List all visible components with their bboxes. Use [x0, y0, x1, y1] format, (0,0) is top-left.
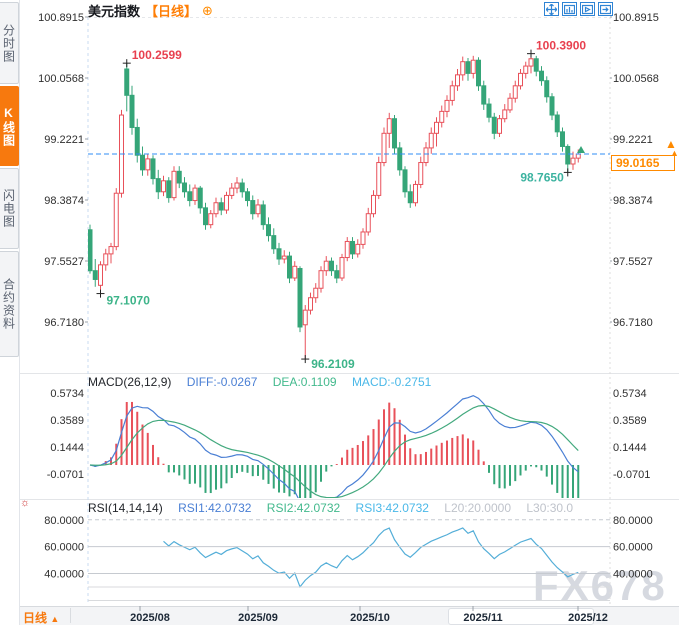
y-axis-label: 0.1444 — [613, 442, 647, 454]
period-label: 日线 — [23, 611, 48, 625]
y-axis-label: 98.3874 — [44, 195, 84, 207]
y-axis-label: 0.3589 — [613, 415, 647, 427]
sidebar: 分时图 K线图 闪电图 合约资料 — [0, 0, 20, 625]
sidebar-tab-contract-info[interactable]: 合约资料 — [0, 251, 19, 357]
macd-diff-value: DIFF:-0.0267 — [186, 375, 258, 389]
y-axis-label: 0.3589 — [50, 415, 84, 427]
macd-name: MACD(26,12,9) — [88, 375, 172, 389]
y-axis-label: 96.7180 — [613, 317, 653, 329]
rsi1-value: RSI1:42.0732 — [178, 501, 252, 515]
y-axis-label: 99.2221 — [613, 134, 653, 146]
sidebar-tab-candle-chart[interactable]: K线图 — [0, 86, 19, 166]
rsi3-value: RSI3:42.0732 — [355, 501, 429, 515]
y-axis-label: -0.0701 — [613, 469, 650, 481]
rsi-l20-value: L20:20.0000 — [444, 501, 511, 515]
footer-divider — [70, 608, 71, 623]
chart-header: 美元指数 【日线】 ⊕ — [88, 1, 213, 20]
rsi2-value: RSI2:42.0732 — [266, 501, 341, 515]
macd-header: MACD(26,12,9) DIFF:-0.0267 DEA:0.1109 MA… — [88, 375, 431, 389]
y-axis-label: 0.5734 — [50, 388, 84, 400]
y-axis-label: 97.5527 — [613, 256, 653, 268]
macd-panel-canvas[interactable] — [88, 389, 610, 498]
rsi-panel-canvas[interactable] — [88, 517, 610, 604]
sidebar-tab-label: 闪电图 — [1, 189, 16, 228]
y-axis-label: 60.0000 — [44, 542, 84, 554]
indicator-settings-icon[interactable]: ☼ — [20, 497, 31, 509]
rsi-l30-value: L30:30.0 — [526, 501, 574, 515]
chart-toolbar — [544, 2, 613, 16]
y-axis-label: -0.0701 — [47, 469, 84, 481]
indicator-window-icon[interactable] — [562, 2, 577, 16]
y-axis-label: 0.5734 — [613, 388, 647, 400]
price-marker-icon: ▲ — [670, 148, 679, 158]
sidebar-tab-label: 分时图 — [1, 23, 16, 63]
y-axis-label: 100.8915 — [38, 12, 84, 24]
y-axis-label: 80.0000 — [613, 515, 653, 527]
sidebar-tab-flash-chart[interactable]: 闪电图 — [0, 168, 19, 249]
y-axis-label: 100.8915 — [613, 12, 659, 24]
timeline-scrollbar-thumb[interactable] — [448, 608, 594, 625]
y-axis-label: 100.0568 — [613, 73, 659, 85]
price-marker-icon: ▲ — [665, 137, 677, 151]
period-tag: 【日线】 — [145, 4, 198, 19]
sidebar-tab-time-chart[interactable]: 分时图 — [0, 2, 19, 84]
symbol-title: 美元指数 — [88, 4, 141, 19]
macd-dea-value: DEA:0.1109 — [272, 375, 337, 389]
sidebar-tab-label: K线图 — [1, 105, 16, 147]
y-axis-label: 60.0000 — [613, 542, 653, 554]
sidebar-tab-label: 合约资料 — [1, 278, 16, 330]
add-indicator-icon[interactable]: ⊕ — [202, 2, 213, 18]
shift-right-icon[interactable] — [598, 2, 613, 16]
period-dropdown-icon: ▲ — [50, 614, 60, 624]
rsi-name: RSI(14,14,14) — [88, 501, 163, 515]
y-axis-label: 40.0000 — [44, 569, 84, 581]
macd-macd-value: MACD:-0.2751 — [351, 375, 432, 389]
y-axis-label: 97.5527 — [44, 256, 84, 268]
y-axis-label: 100.0568 — [38, 73, 84, 85]
y-axis-label: 0.1444 — [50, 442, 84, 454]
rsi-header: RSI(14,14,14) RSI1:42.0732 RSI2:42.0732 … — [88, 501, 573, 515]
period-selector[interactable]: 日线 ▲ — [23, 609, 59, 625]
crosshair-icon[interactable] — [544, 2, 559, 16]
y-axis-label: 80.0000 — [44, 515, 84, 527]
current-price-box: 99.0165 — [611, 155, 675, 171]
y-axis-label: 99.2221 — [44, 134, 84, 146]
y-axis-label: 96.7180 — [44, 317, 84, 329]
main-chart-canvas[interactable] — [88, 17, 610, 373]
y-axis-label: 98.3874 — [613, 195, 653, 207]
play-window-icon[interactable] — [580, 2, 595, 16]
